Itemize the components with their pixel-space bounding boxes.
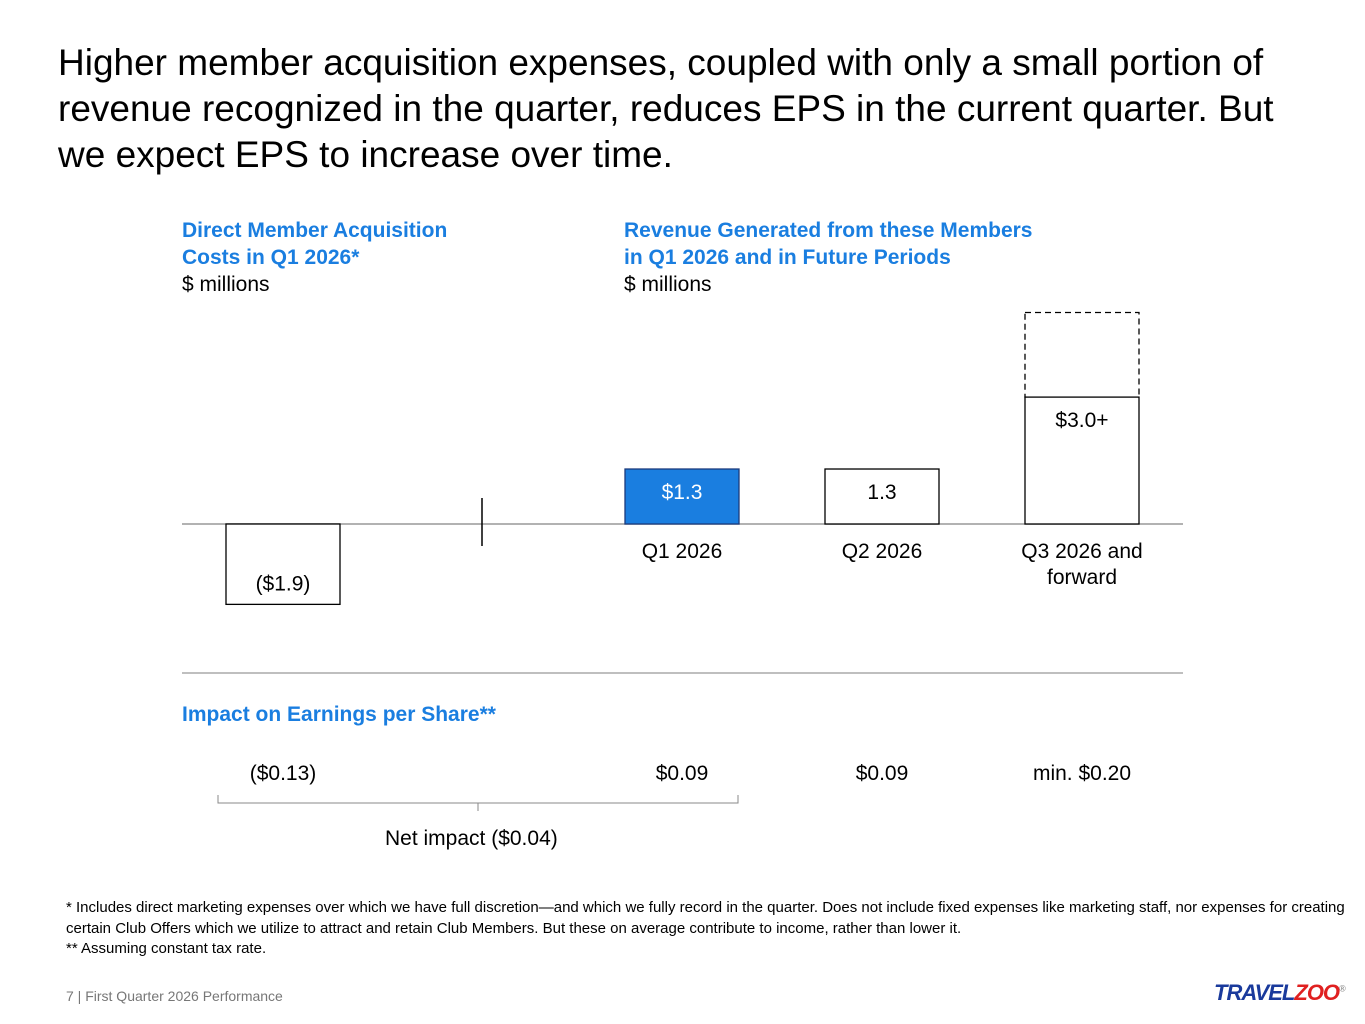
travelzoo-logo: TRAVELZOO® xyxy=(1214,980,1346,1006)
category-label-q2: Q2 2026 xyxy=(841,540,923,563)
left-header-unit: $ millions xyxy=(182,273,270,296)
bar-label-2: 1.3 xyxy=(867,481,896,504)
footnote-1: * Includes direct marketing expenses ove… xyxy=(66,899,1345,937)
right-chart-header: Revenue Generated from these Members in … xyxy=(624,217,1032,298)
eps-heading: Impact on Earnings per Share** xyxy=(182,703,496,726)
bar-label-1: $1.3 xyxy=(662,481,703,504)
footnote-2: ** Assuming constant tax rate. xyxy=(66,940,267,957)
bar-3 xyxy=(1024,396,1140,525)
eps-value-costs: ($0.13) xyxy=(249,762,317,785)
eps-value-q3: min. $0.20 xyxy=(1032,762,1132,785)
page-footer: 7 | First Quarter 2026 Performance xyxy=(66,988,283,1004)
bar-0 xyxy=(225,523,341,606)
net-impact-label: Net impact ($0.04) xyxy=(385,827,558,850)
slide-title: Higher member acquisition expenses, coup… xyxy=(58,42,1274,175)
upside-estimate-box xyxy=(1024,311,1140,398)
footnotes: * Includes direct marketing expenses ove… xyxy=(66,898,1356,960)
bar-label-3: $3.0+ xyxy=(1055,409,1108,432)
eps-value-q1: $0.09 xyxy=(655,762,709,785)
bar-2 xyxy=(824,468,940,525)
category-label-q3: Q3 2026 and forward xyxy=(1021,540,1143,589)
left-header-line2: Costs in Q1 2026* xyxy=(182,246,360,269)
logo-mark: ® xyxy=(1339,983,1346,994)
right-header-line2: in Q1 2026 and in Future Periods xyxy=(624,246,951,269)
left-header-line1: Direct Member Acquisition xyxy=(182,219,448,242)
left-chart-header: Direct Member Acquisition Costs in Q1 20… xyxy=(182,217,447,298)
right-header-line1: Revenue Generated from these Members xyxy=(624,219,1033,242)
net-impact-bracket xyxy=(217,795,739,811)
right-header-unit: $ millions xyxy=(624,273,712,296)
bar-1 xyxy=(624,468,740,525)
category-label-q1: Q1 2026 xyxy=(641,540,723,563)
logo-part1: TRAVEL xyxy=(1214,980,1295,1005)
logo-part2: ZOO xyxy=(1294,980,1340,1005)
bar-label-0: ($1.9) xyxy=(256,572,311,595)
eps-value-q2: $0.09 xyxy=(855,762,909,785)
